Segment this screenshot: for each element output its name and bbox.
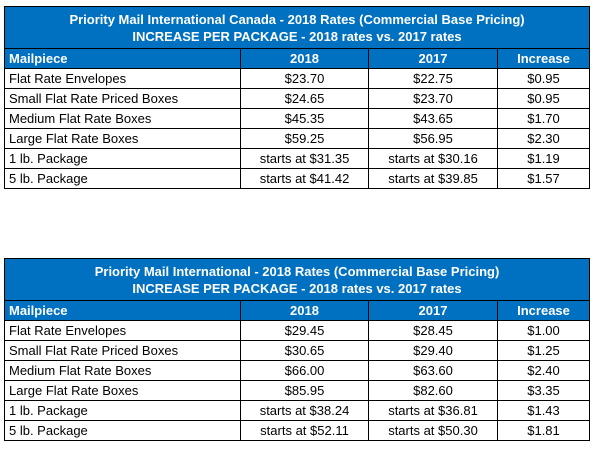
table-title-line1: Priority Mail International Canada - 201… [69,12,525,27]
header-increase: Increase [496,300,591,321]
cell-mailpiece: Medium Flat Rate Boxes [4,108,241,129]
table-row: Large Flat Rate Boxes $59.25 $56.95 $2.3… [4,128,591,149]
cell-mailpiece: 1 lb. Package [4,148,241,169]
header-2018: 2018 [240,48,369,69]
header-increase: Increase [496,48,591,69]
cell-2017: $22.75 [368,68,498,89]
table-title: Priority Mail International Canada - 201… [3,6,591,49]
cell-mailpiece: Small Flat Rate Priced Boxes [4,88,241,109]
header-2017: 2017 [368,48,498,69]
header-mailpiece: Mailpiece [4,48,241,69]
cell-mailpiece: Flat Rate Envelopes [4,68,241,89]
cell-2018: starts at $52.11 [240,420,369,441]
cell-2017: starts at $50.30 [368,420,498,441]
table-header-row: Mailpiece 2018 2017 Increase [4,300,591,321]
cell-increase: $1.19 [496,148,591,169]
cell-increase: $2.40 [496,360,591,381]
cell-mailpiece: 1 lb. Package [4,400,241,421]
cell-2018: $23.70 [240,68,369,89]
cell-2017: $29.40 [368,340,498,361]
cell-2017: $56.95 [368,128,498,149]
cell-2018: $85.95 [240,380,369,401]
cell-increase: $0.95 [496,88,591,109]
cell-2018: $59.25 [240,128,369,149]
cell-2018: $30.65 [240,340,369,361]
cell-2018: $29.45 [240,320,369,341]
cell-increase: $1.81 [496,420,591,441]
table-row: Medium Flat Rate Boxes $66.00 $63.60 $2.… [4,360,591,381]
table-row: 5 lb. Package starts at $52.11 starts at… [4,420,591,441]
cell-mailpiece: Medium Flat Rate Boxes [4,360,241,381]
cell-mailpiece: Large Flat Rate Boxes [4,128,241,149]
table-header-row: Mailpiece 2018 2017 Increase [4,48,591,69]
cell-mailpiece: Small Flat Rate Priced Boxes [4,340,241,361]
cell-2018: $24.65 [240,88,369,109]
cell-increase: $1.25 [496,340,591,361]
cell-2018: starts at $41.42 [240,168,369,189]
cell-increase: $3.35 [496,380,591,401]
table-row: 1 lb. Package starts at $31.35 starts at… [4,148,591,169]
table-title-line2: INCREASE PER PACKAGE - 2018 rates vs. 20… [132,281,462,296]
table-title-line1: Priority Mail International - 2018 Rates… [94,264,500,279]
cell-mailpiece: 5 lb. Package [4,168,241,189]
cell-2018: starts at $31.35 [240,148,369,169]
table-row: Medium Flat Rate Boxes $45.35 $43.65 $1.… [4,108,591,129]
cell-increase: $1.43 [496,400,591,421]
rates-table-international: Priority Mail International - 2018 Rates… [3,258,591,441]
table-row: Small Flat Rate Priced Boxes $30.65 $29.… [4,340,591,361]
table-row: Large Flat Rate Boxes $85.95 $82.60 $3.3… [4,380,591,401]
table-title-row: Priority Mail International Canada - 201… [3,6,591,49]
cell-mailpiece: Flat Rate Envelopes [4,320,241,341]
table-title: Priority Mail International - 2018 Rates… [3,258,591,301]
cell-2017: $23.70 [368,88,498,109]
cell-2017: starts at $30.16 [368,148,498,169]
cell-increase: $1.00 [496,320,591,341]
cell-2018: $45.35 [240,108,369,129]
cell-2017: $43.65 [368,108,498,129]
table-row: 1 lb. Package starts at $38.24 starts at… [4,400,591,421]
table-row: Small Flat Rate Priced Boxes $24.65 $23.… [4,88,591,109]
cell-increase: $1.57 [496,168,591,189]
cell-increase: $0.95 [496,68,591,89]
header-mailpiece: Mailpiece [4,300,241,321]
table-row: Flat Rate Envelopes $23.70 $22.75 $0.95 [4,68,591,89]
header-2017: 2017 [368,300,498,321]
cell-increase: $1.70 [496,108,591,129]
rates-table-canada: Priority Mail International Canada - 201… [3,6,591,189]
cell-2017: starts at $39.85 [368,168,498,189]
cell-2017: starts at $36.81 [368,400,498,421]
cell-2018: starts at $38.24 [240,400,369,421]
cell-2018: $66.00 [240,360,369,381]
cell-increase: $2.30 [496,128,591,149]
header-2018: 2018 [240,300,369,321]
table-row: Flat Rate Envelopes $29.45 $28.45 $1.00 [4,320,591,341]
cell-2017: $28.45 [368,320,498,341]
cell-2017: $63.60 [368,360,498,381]
cell-2017: $82.60 [368,380,498,401]
cell-mailpiece: Large Flat Rate Boxes [4,380,241,401]
table-row: 5 lb. Package starts at $41.42 starts at… [4,168,591,189]
table-title-line2: INCREASE PER PACKAGE - 2018 rates vs. 20… [132,29,462,44]
table-title-row: Priority Mail International - 2018 Rates… [3,258,591,301]
cell-mailpiece: 5 lb. Package [4,420,241,441]
